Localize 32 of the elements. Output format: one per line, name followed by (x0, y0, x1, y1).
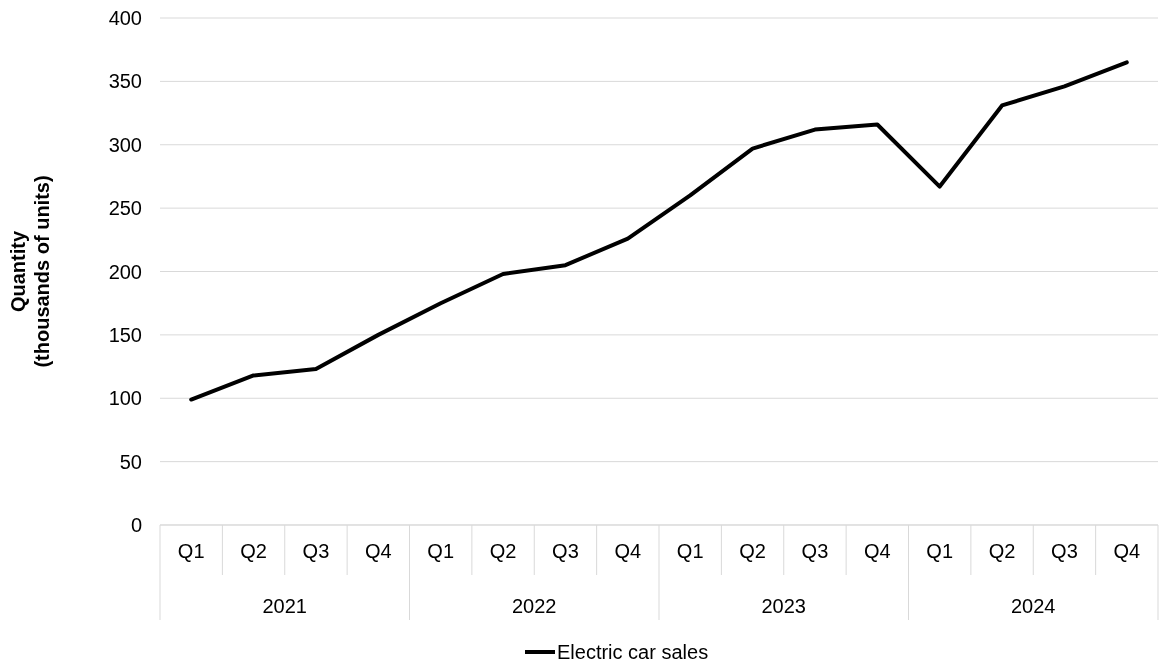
x-tick-label: Q1 (926, 540, 954, 562)
y-tick-label: 150 (108, 323, 142, 346)
x-tick-label: Q1 (676, 540, 704, 562)
x-tick-label: Q2 (988, 540, 1016, 562)
y-tick-label: 250 (108, 197, 142, 220)
x-tick-label: Q2 (489, 540, 517, 562)
x-tick-label: Q3 (302, 540, 330, 562)
line-series (189, 60, 1129, 402)
y-tick-label: 400 (108, 7, 142, 29)
y-tick-label: 0 (130, 514, 142, 536)
y-tick-label: 100 (108, 387, 142, 410)
x-tick-label: Q4 (614, 540, 642, 562)
y-tick-label: 300 (108, 133, 142, 156)
x-tick-label: Q3 (801, 540, 829, 562)
x-tick-label: Q4 (1113, 540, 1141, 562)
x-tick-label: Q4 (863, 540, 891, 562)
y-axis-title: Quantity (thousands of units) (7, 175, 53, 368)
y-tick-label: 50 (119, 450, 142, 473)
legend-label: Electric car sales (557, 641, 709, 663)
y-tick-label: 350 (108, 70, 142, 93)
text: 2023 (761, 595, 806, 617)
x-tick-label: Q4 (364, 540, 392, 562)
y-tick-label: 200 (108, 260, 142, 283)
x-tick-label: Q2 (739, 540, 766, 562)
x-tick-label: Q1 (177, 540, 205, 562)
x-tick-label: Q3 (552, 540, 579, 562)
x-tick-label: Q3 (1051, 540, 1078, 562)
text: 2022 (512, 595, 557, 617)
x-tick-label: Q1 (427, 540, 455, 562)
text: 2024 (1011, 595, 1056, 617)
x-tick-label: Q2 (240, 540, 267, 562)
text: 2021 (262, 595, 307, 617)
